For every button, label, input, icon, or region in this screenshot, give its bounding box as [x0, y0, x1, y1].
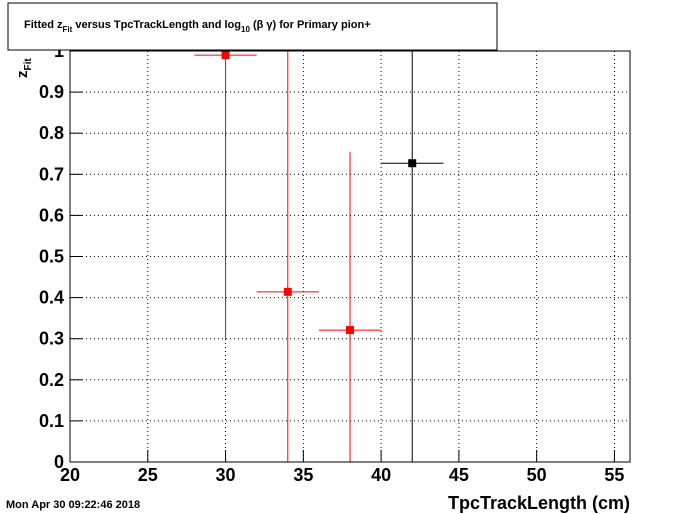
title-text: (β γ) for Primary pion+ — [250, 19, 371, 31]
y-tick-label: 0 — [54, 452, 64, 472]
y-tick-label: 0.6 — [39, 205, 64, 225]
title-text: versus TpcTrackLength and log — [72, 19, 241, 31]
title-subscript: Fit — [63, 25, 73, 34]
x-tick-label: 20 — [60, 465, 80, 485]
x-tick-label: 50 — [527, 465, 547, 485]
title-subscript: 10 — [241, 25, 250, 34]
point — [346, 326, 354, 335]
y-tick-label: 0.1 — [39, 411, 64, 431]
marks — [194, 51, 444, 462]
y-tick-label: 0.7 — [39, 164, 64, 184]
y-tick-label: 0.2 — [39, 370, 64, 390]
x-tick-label: 25 — [138, 465, 158, 485]
x-axis-label: TpcTrackLength (cm) — [448, 493, 630, 513]
y-axis-label: zFit — [14, 58, 34, 78]
point — [408, 159, 417, 168]
y-tick-label: 0.5 — [39, 247, 64, 267]
x-tick-label: 40 — [371, 465, 391, 485]
point — [283, 287, 292, 296]
y-label-text: z — [14, 71, 31, 79]
chart-title: Fitted zFit versus TpcTrackLength and lo… — [24, 19, 371, 34]
point — [221, 51, 230, 60]
title-text: Fitted z — [24, 19, 63, 31]
title-box — [7, 2, 498, 51]
x-tick-label: 35 — [293, 465, 313, 485]
x-tick-label: 30 — [216, 465, 236, 485]
y-tick-label: 1 — [54, 41, 64, 61]
x-tick-label: 45 — [449, 465, 469, 485]
timestamp: Mon Apr 30 09:22:46 2018 — [6, 499, 140, 511]
y-tick-label: 0.3 — [39, 329, 64, 349]
y-tick-label: 0.9 — [39, 82, 64, 102]
y-tick-label: 0.4 — [39, 288, 64, 308]
y-tick-label: 0.8 — [39, 123, 64, 143]
y-label-subscript: Fit — [23, 58, 34, 71]
axes: 20 25 30 35 40 45 50 55 0 0.1 0.2 0.3 0.4 0.5 0.6 0.7 0.… — [39, 41, 624, 485]
x-tick-label: 55 — [604, 465, 624, 485]
